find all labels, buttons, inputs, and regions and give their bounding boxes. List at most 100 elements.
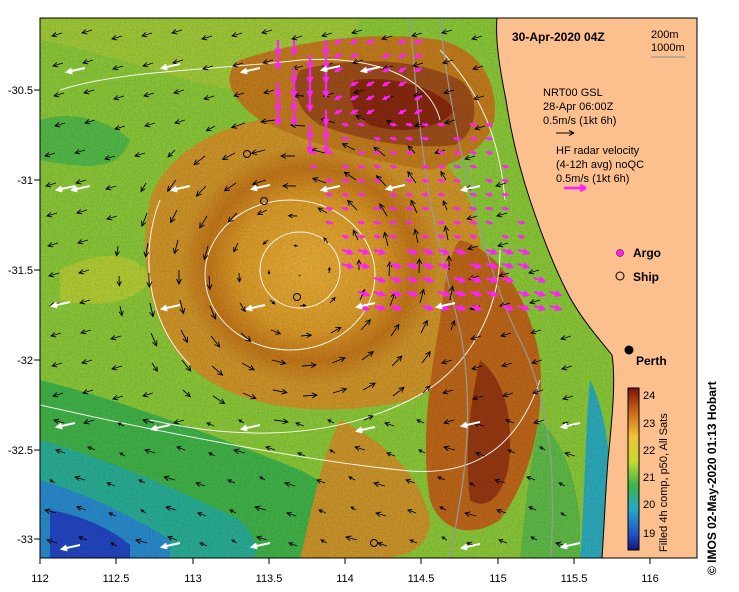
radar-arrow [501,304,515,311]
gsl-arrow [146,272,153,289]
radar-arrow [333,53,343,59]
gsl-arrow [179,299,186,315]
radar-arrow [485,122,494,127]
gsl-arrow [311,177,327,184]
gsl-arrow [351,29,363,35]
radar-arrow [357,164,366,169]
gsl-arrow [360,318,372,331]
radar-arrow [341,136,350,141]
gsl-arrow [345,535,358,542]
radar-arrow [485,206,494,211]
x-tick-label: 114 [336,573,354,585]
gsl-arrow [256,535,268,541]
gsl-arrow [79,299,91,305]
gsl-arrow [350,506,357,511]
gsl-arrow [317,207,328,214]
gsl-arrow [464,155,476,161]
radar-arrow [501,262,515,269]
gsl-arrow [295,422,305,427]
gsl-arrow [110,542,118,547]
radar-arrow [357,150,366,155]
gsl-arrow [469,482,476,487]
gsl-arrow [83,89,95,95]
gsl-arrow [498,539,508,544]
gsl-arrow [119,452,126,457]
gsl-arrow [302,392,318,399]
radar-arrow [309,150,318,155]
gsl-arrow [532,389,544,395]
scale-label-200m: 200m [651,29,679,41]
radar-arrow [405,276,419,283]
radar-arrow [421,262,435,269]
land-mass [496,18,697,558]
gsl-arrow [172,59,184,65]
x-tick-label: 114.5 [408,573,435,585]
gsl-arrow [114,245,120,257]
radar-arrow [413,39,423,45]
gsl-velocity-arrows [44,29,576,548]
gsl-arrow [199,215,208,229]
gsl-arrow [142,392,154,398]
radar-arrow [437,164,446,169]
gsl-arrow [144,122,156,128]
radar-arrow [322,82,330,99]
ship-marker [370,539,378,547]
gsl-arrow [416,419,425,424]
gsl-arrow [138,479,146,484]
radar-arrow [501,178,510,183]
radar-arrow [469,262,483,269]
gsl-arrow [273,418,289,425]
radar-arrow [517,290,531,297]
current-arrow [354,426,376,434]
gsl-arrow [55,448,66,454]
gsl-arrow [330,326,342,334]
radar-arrow [389,164,398,169]
gsl-arrow [208,452,216,457]
gsl-arrow [150,332,158,347]
gsl-arrow [272,388,288,395]
gsl-arrow [407,145,416,154]
radar-arrow [533,304,547,311]
radar-arrow [549,290,563,297]
current-arrow [249,184,271,192]
radar-arrow [453,150,462,155]
gsl-arrow [106,215,118,221]
radar-arrow [469,304,483,311]
gsl-legend-line2: 28-Apr 06:00Z [543,101,614,113]
gsl-arrow [206,275,213,291]
radar-arrow [365,95,375,101]
radar-arrow [290,110,298,127]
current-arrow [459,543,481,551]
gsl-arrow [443,445,456,452]
gsl-arrow [442,199,448,211]
gsl-arrow [171,29,183,35]
radar-arrow [365,109,375,115]
gsl-arrow [473,95,485,101]
gsl-arrow [466,215,478,221]
hf-radar-arrows [274,39,563,311]
gsl-arrow [78,536,88,541]
current-arrow [559,542,581,550]
gsl-arrow [108,512,117,517]
gsl-arrow [211,365,224,376]
radar-arrow [469,290,483,297]
gsl-arrow [405,478,416,484]
gsl-arrow [262,239,269,245]
gsl-arrow [528,506,537,511]
gsl-arrow [530,536,538,541]
radar-arrow [389,276,403,283]
gsl-arrow [420,319,428,334]
radar-arrow [485,290,499,297]
gsl-arrow [495,182,507,188]
y-tick-label: -31.5 [8,265,33,277]
gsl-arrow [230,122,246,129]
radar-arrow [485,178,494,183]
radar-arrow [333,95,343,101]
radar-arrow [365,81,375,87]
radar-arrow [274,54,282,71]
radar-arrow [437,150,446,155]
gsl-arrow [202,65,214,71]
radar-arrow [405,262,419,269]
ship-marker [260,197,268,205]
gsl-arrow [279,153,295,159]
